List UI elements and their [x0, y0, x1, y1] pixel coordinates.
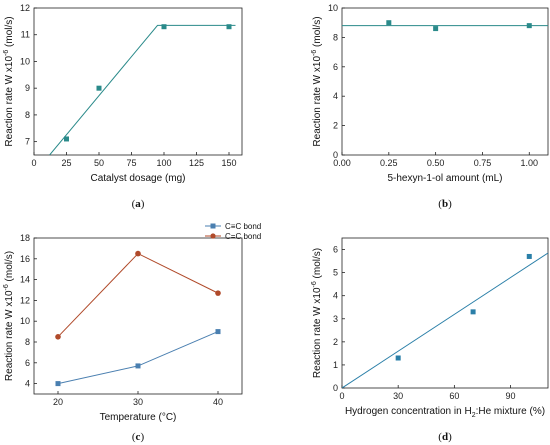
x-axis-label: Catalyst dosage (mg) [90, 173, 185, 184]
panel-c: 20 30 40 4 6 8 10 12 14 16 18 Temperature (°C) React… [3, 222, 261, 443]
y-tick-label: 2 [333, 121, 338, 131]
y-tick-label: 5 [333, 268, 338, 278]
x-tick-label: 0 [339, 391, 344, 401]
series-point [215, 290, 221, 296]
y-tick-label: 2 [333, 337, 338, 347]
panel-label: (c) [132, 431, 145, 443]
series-line [57, 331, 219, 385]
y-tick-label: 8 [25, 337, 30, 347]
x-tick-label: 90 [506, 391, 516, 401]
x-axis-label: Hydrogen concentration in H2:He mixture … [345, 406, 545, 419]
series-point [55, 381, 61, 387]
y-tick-label: 16 [20, 254, 30, 264]
y-tick-label: 8 [333, 32, 338, 42]
x-axis-label: 5-hexyn-1-ol amount (mL) [387, 173, 502, 184]
panel-label: (d) [438, 431, 452, 443]
data-point [470, 309, 476, 315]
plot-frame [341, 237, 549, 389]
series-point [55, 334, 61, 340]
panel-a: 0 25 50 75 100 125 150 7 8 9 10 11 12 Catalyst dosage… [3, 3, 243, 210]
plot-frame [341, 7, 549, 156]
data-point [64, 136, 69, 142]
y-tick-label: 0 [333, 383, 338, 393]
panel-b: 0.00 0.25 0.50 0.75 1.00 0 2 4 6 8 10 5-hexyn-1-ol … [311, 3, 549, 210]
y-tick-label: 1 [333, 360, 338, 370]
fit-line [49, 24, 236, 155]
x-tick-label: 40 [213, 397, 223, 407]
series-point [215, 329, 221, 335]
y-tick-label: 12 [20, 295, 30, 305]
x-tick-label: 30 [133, 397, 143, 407]
y-tick-label: 6 [333, 245, 338, 255]
y-axis-label: Reaction rate W x10-6 (mol/s) [311, 248, 323, 378]
legend-label: C=C bond [225, 232, 261, 241]
data-point [433, 26, 439, 32]
y-tick-label: 10 [20, 316, 30, 326]
data-layer [49, 24, 236, 155]
data-point [161, 24, 167, 30]
data-point [395, 355, 401, 361]
data-layer [342, 252, 548, 388]
panel-d: 0 30 60 90 0 1 2 3 4 5 6 Hydrogen concentration in … [311, 237, 549, 443]
x-tick-label: 30 [393, 391, 403, 401]
data-point [386, 20, 392, 26]
x-tick-label: 0.75 [474, 158, 492, 168]
y-tick-label: 3 [333, 314, 338, 324]
y-tick-label: 8 [25, 110, 30, 120]
x-tick-label: 25 [61, 158, 71, 168]
series-line [57, 252, 219, 338]
y-axis-label: Reaction rate W x10-6 (mol/s) [3, 16, 15, 146]
panel-label: (a) [132, 198, 145, 210]
plot-frame [33, 237, 243, 395]
y-tick-label: 4 [25, 379, 30, 389]
legend-marker [210, 233, 216, 239]
panel-label: (b) [438, 198, 452, 210]
plot-frame [33, 7, 243, 156]
x-tick-label: 100 [156, 158, 171, 168]
data-point [526, 253, 532, 259]
data-layer [342, 20, 548, 32]
y-tick-label: 12 [20, 3, 30, 13]
y-tick-label: 7 [25, 137, 30, 147]
x-tick-label: 0.50 [427, 158, 445, 168]
data-point [96, 85, 102, 91]
y-tick-label: 6 [25, 358, 30, 368]
y-axis-label: Reaction rate W x10-6 (mol/s) [311, 16, 323, 146]
x-tick-label: 75 [126, 158, 136, 168]
legend-marker [210, 223, 216, 229]
fit-line [342, 252, 548, 388]
y-tick-label: 4 [333, 291, 338, 301]
legend-label: C≡C bond [225, 222, 261, 231]
y-axis-label: Reaction rate W x10-6 (mol/s) [3, 251, 15, 381]
y-tick-label: 6 [333, 62, 338, 72]
x-tick-label: 0 [31, 158, 36, 168]
y-tick-label: 10 [328, 3, 338, 13]
x-tick-label: 20 [53, 397, 63, 407]
x-tick-label: 0.00 [333, 158, 351, 168]
data-point [526, 23, 532, 29]
y-tick-label: 18 [20, 233, 30, 243]
series-point [135, 250, 141, 257]
data-point [226, 24, 232, 30]
x-tick-label: 125 [189, 158, 204, 168]
x-tick-label: 60 [449, 391, 459, 401]
series-point [135, 363, 141, 369]
data-layer [55, 250, 221, 387]
y-tick-label: 10 [20, 56, 30, 66]
y-tick-label: 0 [333, 150, 338, 160]
x-tick-label: 1.00 [521, 158, 539, 168]
x-tick-label: 0.25 [380, 158, 398, 168]
x-tick-label: 150 [221, 158, 236, 168]
y-tick-label: 11 [21, 30, 30, 40]
x-tick-label: 50 [94, 158, 104, 168]
y-tick-label: 9 [25, 83, 30, 93]
y-tick-label: 14 [20, 275, 30, 285]
y-tick-label: 4 [333, 91, 338, 101]
x-axis-label: Temperature (°C) [100, 412, 177, 423]
